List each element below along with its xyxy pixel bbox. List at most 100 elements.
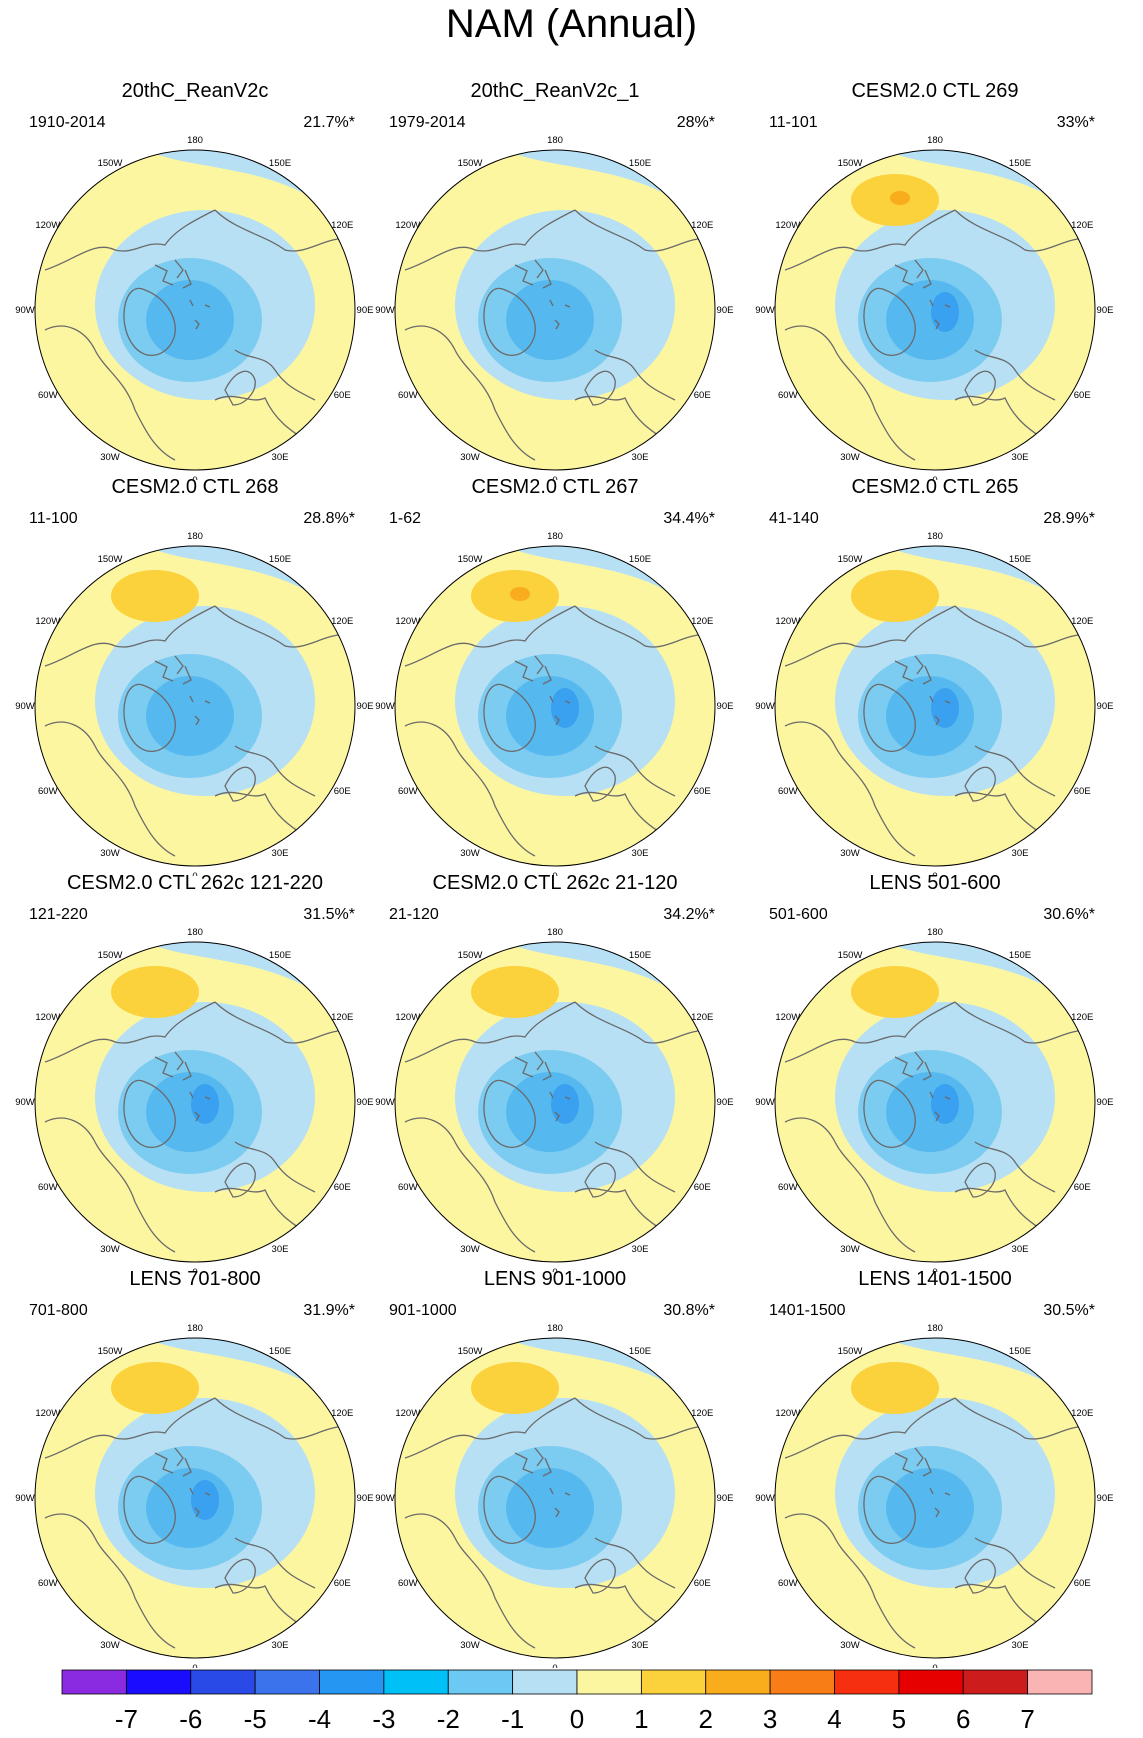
polar-stereographic-map: 180 150E 120E 90E 60E 30E 0 30W 60W 90W 120W 150W: [15, 135, 374, 480]
longitude-label: 30W: [460, 1244, 480, 1255]
longitude-label: 180: [927, 531, 943, 542]
panel-period: 701-800: [29, 1302, 88, 1319]
map-panel: LENS 901-1000 901-1000 30.8%* 180 150E 120E 90…: [375, 1268, 735, 1668]
longitude-label: 0: [552, 1663, 557, 1668]
map-panel: LENS 701-800 701-800 31.9%* 180 150E 120E 90E 6…: [15, 1268, 375, 1668]
longitude-label: 0: [552, 871, 557, 876]
colorbar-label: 1: [634, 1704, 648, 1734]
longitude-label: 30W: [840, 1640, 860, 1651]
longitude-label: 120E: [331, 1408, 353, 1419]
longitude-label: 60E: [694, 390, 711, 401]
longitude-label: 150E: [629, 554, 651, 565]
map-panel: LENS 1401-1500 1401-1500 30.5%* 180 150E 120E…: [755, 1268, 1115, 1668]
longitude-label: 30E: [272, 848, 289, 859]
longitude-label: 60W: [398, 1182, 418, 1193]
longitude-label: 30W: [460, 848, 480, 859]
longitude-label: 150E: [629, 1346, 651, 1357]
longitude-label: 0: [192, 1663, 197, 1668]
longitude-label: 60W: [778, 390, 798, 401]
longitude-label: 180: [187, 531, 203, 542]
longitude-label: 150W: [458, 158, 483, 169]
longitude-label: 90W: [15, 701, 35, 712]
longitude-label: 180: [927, 1323, 943, 1334]
map-panel: CESM2.0 CTL 262c 21-120 21-120 34.2%* 180 15…: [375, 872, 735, 1272]
colorbar-swatch: [769, 1669, 835, 1695]
colorbar-label: 5: [892, 1704, 906, 1734]
longitude-label: 0: [932, 475, 937, 480]
longitude-label: 180: [547, 135, 563, 146]
polar-stereographic-map: 180 150E 120E 90E 60E 30E 0 30W 60W 90W 120W 150W: [15, 1323, 373, 1668]
longitude-label: 180: [927, 927, 943, 938]
polar-stereographic-map: 180 150E 120E 90E 60E 30E 0 30W 60W 90W 120W 150W: [375, 531, 733, 876]
longitude-label: 120E: [1071, 616, 1093, 627]
longitude-label: 180: [547, 1323, 563, 1334]
longitude-label: 120E: [691, 1408, 713, 1419]
polar-stereographic-map: 180 150E 120E 90E 60E 30E 0 30W 60W 90W 120W 150W: [755, 1323, 1113, 1668]
map-panel: 20thC_ReanV2c 1910-2014 21.7%* 180 150E 120E 9…: [15, 80, 375, 480]
longitude-label: 180: [187, 927, 203, 938]
longitude-label: 30E: [272, 452, 289, 463]
map-field: [775, 1338, 1095, 1658]
map-field: [395, 1338, 715, 1658]
colorbar-label: -4: [308, 1704, 331, 1734]
colorbar-swatch: [640, 1669, 707, 1695]
panel-title: 20thC_ReanV2c_1: [470, 80, 640, 102]
map-panel: CESM2.0 CTL 268 11-100 28.8%* 180 150E 120E 90…: [15, 476, 375, 876]
longitude-label: 120W: [35, 616, 60, 627]
longitude-label: 90W: [375, 305, 395, 316]
panel-period: 21-120: [389, 906, 439, 923]
colorbar-swatch: [61, 1669, 127, 1695]
longitude-label: 90W: [755, 1097, 775, 1108]
longitude-label: 30E: [272, 1244, 289, 1255]
longitude-label: 150E: [269, 158, 291, 169]
longitude-label: 150E: [1009, 554, 1031, 565]
longitude-label: 120E: [1071, 220, 1093, 231]
panel-period: 1979-2014: [389, 114, 466, 131]
panel-period: 501-600: [769, 906, 828, 923]
polar-stereographic-map: 180 150E 120E 90E 60E 30E 0 30W 60W 90W 120W 150W: [15, 927, 373, 1272]
panel-period: 1-62: [389, 510, 422, 527]
longitude-label: 120W: [775, 220, 800, 231]
longitude-label: 30E: [632, 1640, 649, 1651]
map-field: [395, 546, 715, 866]
longitude-label: 150W: [838, 158, 863, 169]
longitude-label: 60E: [334, 1578, 351, 1589]
panel-variance: 30.6%*: [1043, 906, 1095, 923]
colorbar-label: -2: [437, 1704, 460, 1734]
polar-stereographic-map: 180 150E 120E 90E 60E 30E 0 30W 60W 90W 120W 150W: [755, 135, 1114, 480]
longitude-label: 150E: [629, 158, 651, 169]
panel-variance: 33%*: [1056, 114, 1095, 131]
panel-title: LENS 901-1000: [483, 1268, 627, 1290]
longitude-label: 120W: [35, 220, 60, 231]
colorbar-swatch: [383, 1669, 449, 1695]
longitude-label: 0: [932, 1663, 937, 1668]
longitude-label: 120E: [691, 616, 713, 627]
longitude-label: 0: [932, 871, 937, 876]
longitude-label: 60W: [38, 390, 58, 401]
longitude-label: 30E: [632, 848, 649, 859]
longitude-label: 30E: [632, 1244, 649, 1255]
longitude-label: 30E: [1012, 1244, 1029, 1255]
longitude-label: 30W: [460, 452, 480, 463]
colorbar-label: 2: [699, 1704, 713, 1734]
longitude-label: 30W: [840, 452, 860, 463]
panel-title: 20thC_ReanV2c: [121, 80, 269, 102]
longitude-label: 60W: [398, 786, 418, 797]
colorbar-label: 0: [570, 1704, 584, 1734]
map-panel: CESM2.0 CTL 265 41-140 28.9%* 180 150E 120E 90…: [755, 476, 1115, 876]
longitude-label: 120E: [1071, 1012, 1093, 1023]
colorbar-swatch: [125, 1669, 192, 1695]
longitude-label: 120W: [395, 1408, 420, 1419]
panel-title: CESM2.0 CTL 265: [851, 476, 1019, 498]
longitude-label: 30W: [100, 452, 120, 463]
longitude-label: 30W: [840, 1244, 860, 1255]
longitude-label: 120E: [331, 616, 353, 627]
longitude-label: 60E: [1074, 390, 1091, 401]
longitude-label: 120E: [331, 1012, 353, 1023]
longitude-label: 90E: [717, 1493, 734, 1504]
map-field: [775, 942, 1095, 1262]
longitude-label: 180: [187, 135, 203, 146]
colorbar: -7 -6 -5 -4 -3 -2 -1 0 1 2 3 4 5 6 7: [61, 1669, 1093, 1734]
longitude-label: 90E: [1097, 305, 1114, 316]
longitude-label: 90E: [357, 305, 374, 316]
